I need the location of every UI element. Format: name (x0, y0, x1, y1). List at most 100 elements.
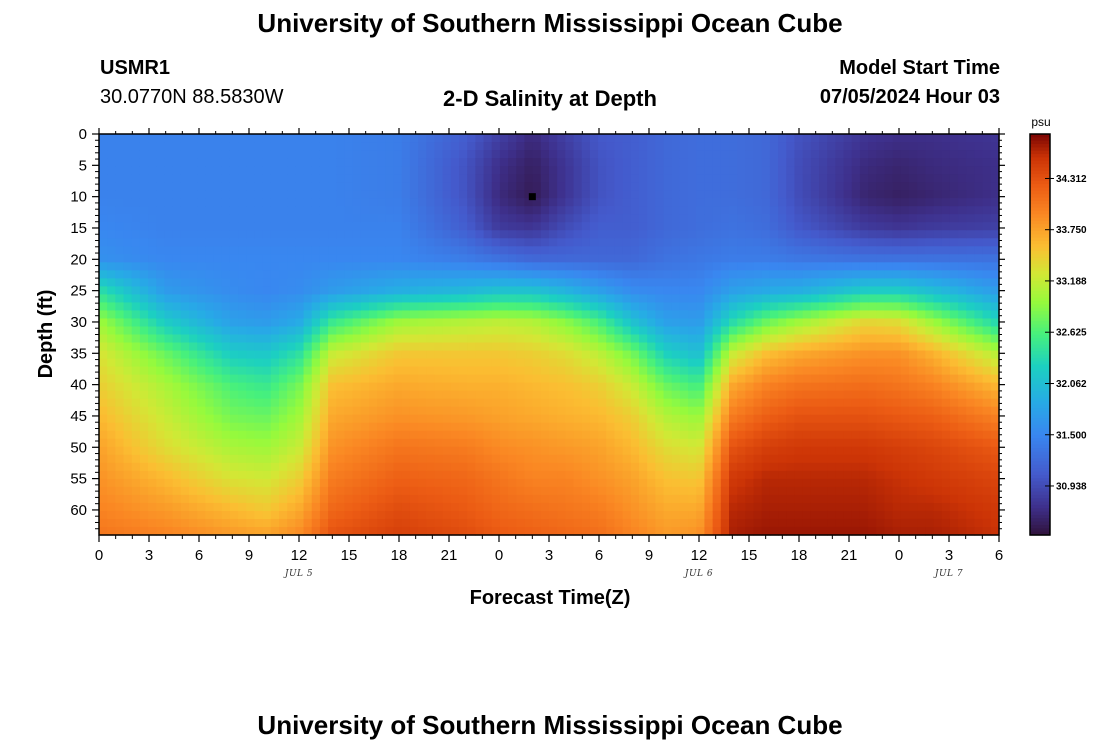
heatmap-cell (148, 286, 157, 295)
heatmap-cell (688, 206, 697, 215)
heatmap-cell (303, 230, 313, 239)
heatmap-cell (434, 166, 444, 175)
heatmap-cell (319, 438, 329, 448)
heatmap-cell (753, 222, 763, 231)
heatmap-cell (778, 398, 787, 408)
heatmap-cell (99, 270, 108, 279)
heatmap-cell (107, 182, 116, 191)
heatmap-cell (442, 342, 452, 352)
heatmap-cell (819, 334, 828, 344)
heatmap-cell (352, 214, 362, 223)
heatmap-cell (606, 270, 616, 279)
heatmap-cell (459, 310, 468, 320)
heatmap-cell (164, 414, 174, 424)
heatmap-cell (287, 398, 296, 408)
heatmap-cell (172, 158, 182, 167)
heatmap-cell (393, 134, 403, 143)
heatmap-cell (221, 278, 231, 287)
heatmap-cell (99, 222, 108, 231)
heatmap-cell (532, 206, 542, 215)
heatmap-cell (827, 238, 836, 247)
heatmap-cell (614, 246, 624, 255)
heatmap-cell (279, 334, 288, 344)
heatmap-cell (401, 510, 411, 520)
heatmap-cell (622, 510, 632, 520)
heatmap-cell (843, 158, 853, 167)
heatmap-cell (287, 278, 296, 287)
heatmap-cell (246, 382, 256, 392)
heatmap-cell (630, 294, 640, 304)
heatmap-cell (115, 518, 125, 528)
heatmap-cell (295, 270, 305, 279)
heatmap-cell (172, 150, 182, 159)
heatmap-cell (262, 430, 272, 440)
heatmap-cell (459, 318, 468, 328)
heatmap-cell (131, 270, 141, 279)
heatmap-cell (819, 318, 828, 328)
heatmap-cell (606, 222, 616, 231)
heatmap-cell (475, 142, 485, 151)
heatmap-cell (622, 526, 632, 536)
heatmap-cell (385, 326, 395, 336)
heatmap-cell (295, 478, 305, 488)
heatmap-cell (614, 158, 624, 167)
heatmap-cell (475, 510, 485, 520)
heatmap-cell (557, 254, 566, 263)
heatmap-cell (540, 246, 550, 255)
heatmap-cell (287, 406, 296, 416)
heatmap-cell (262, 190, 272, 199)
heatmap-cell (426, 470, 436, 480)
heatmap-cell (426, 174, 436, 183)
heatmap-cell (434, 494, 444, 504)
heatmap-cell (409, 382, 419, 392)
heatmap-cell (859, 510, 869, 520)
heatmap-cell (786, 374, 796, 384)
heatmap-cell (156, 382, 166, 392)
heatmap-cell (409, 374, 419, 384)
heatmap-cell (279, 478, 288, 488)
heatmap-cell (254, 174, 264, 183)
heatmap-cell (909, 278, 918, 287)
heatmap-cell (262, 526, 272, 536)
heatmap-cell (254, 134, 264, 143)
heatmap-cell (663, 374, 673, 384)
heatmap-cell (565, 342, 575, 352)
heatmap-cell (303, 510, 313, 520)
heatmap-cell (573, 198, 583, 207)
heatmap-cell (270, 198, 280, 207)
heatmap-cell (884, 454, 894, 464)
heatmap-cell (508, 222, 517, 231)
heatmap-cell (745, 350, 755, 360)
heatmap-cell (352, 270, 362, 279)
heatmap-cell (442, 486, 452, 496)
heatmap-cell (467, 438, 476, 448)
heatmap-cell (131, 206, 141, 215)
heatmap-cell (131, 526, 141, 536)
heatmap-cell (115, 158, 125, 167)
heatmap-cell (859, 142, 869, 151)
heatmap-cell (491, 190, 501, 199)
heatmap-cell (139, 222, 149, 231)
heatmap-cell (459, 462, 468, 472)
heatmap-cell (729, 254, 738, 263)
heatmap-cell (622, 502, 632, 512)
heatmap-cell (761, 294, 771, 304)
heatmap-cell (393, 526, 403, 536)
heatmap-cell (532, 518, 542, 528)
heatmap-cell (606, 390, 616, 400)
heatmap-cell (704, 174, 714, 183)
heatmap-cell (704, 230, 714, 239)
heatmap-cell (483, 342, 493, 352)
heatmap-cell (565, 502, 575, 512)
heatmap-cell (287, 246, 296, 255)
heatmap-cell (401, 382, 411, 392)
heatmap-cell (876, 150, 886, 159)
heatmap-cell (704, 390, 714, 400)
heatmap-cell (393, 438, 403, 448)
heatmap-cell (328, 278, 337, 287)
heatmap-cell (606, 446, 616, 456)
heatmap-cell (753, 182, 763, 191)
heatmap-cell (720, 414, 730, 424)
heatmap-cell (843, 494, 853, 504)
heatmap-cell (851, 510, 861, 520)
